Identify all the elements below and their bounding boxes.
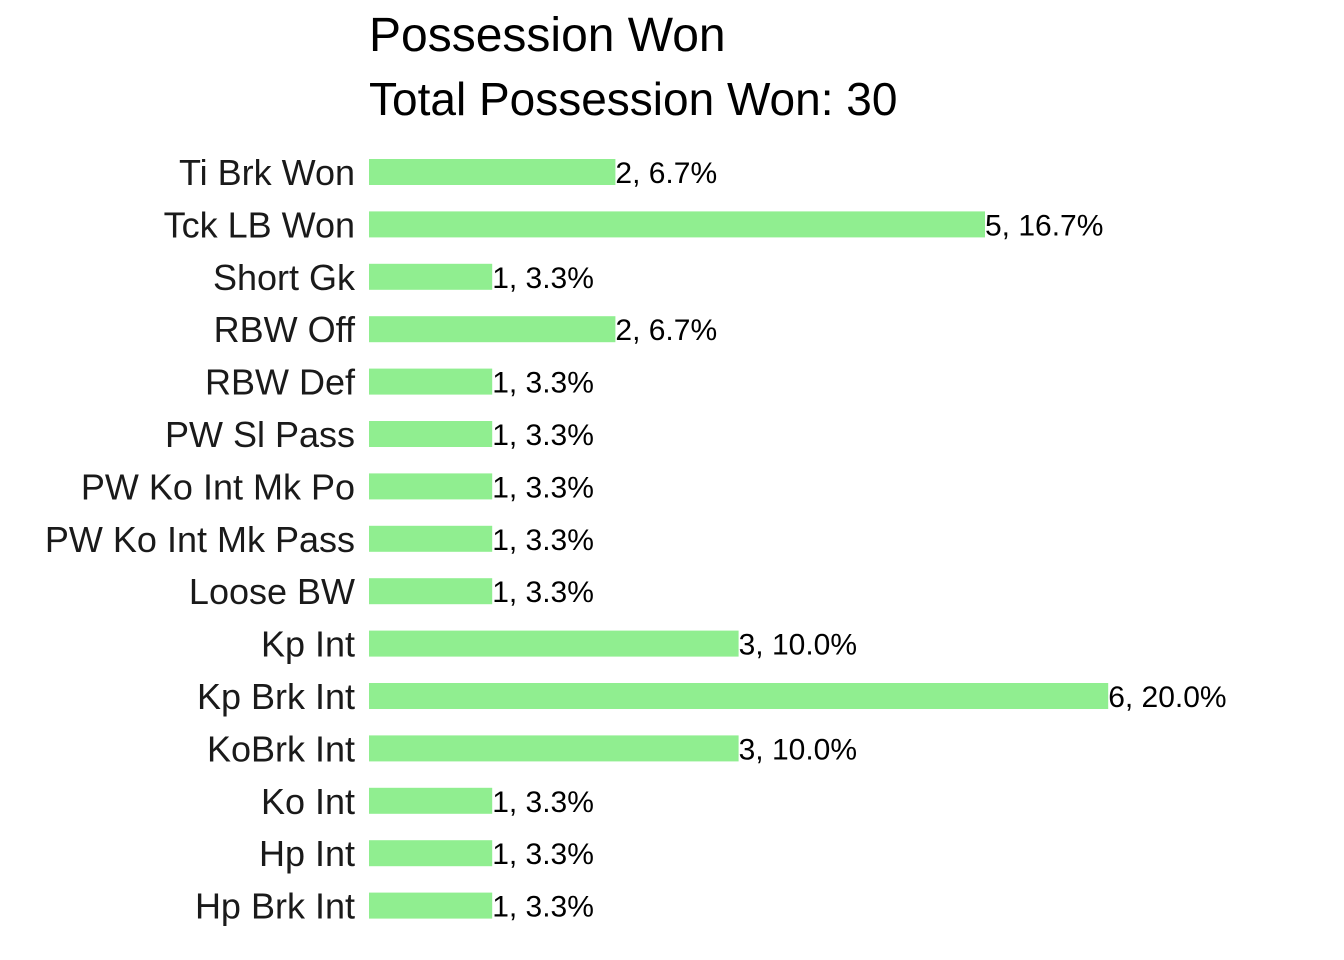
data-label: 2, 6.7%	[615, 157, 717, 190]
data-label: 1, 3.3%	[492, 786, 594, 819]
bar	[369, 421, 493, 447]
data-label: 1, 3.3%	[492, 262, 594, 295]
category-label: Tck LB Won	[164, 204, 355, 245]
category-label: Ti Brk Won	[179, 152, 355, 193]
data-label: 2, 6.7%	[615, 314, 717, 347]
category-label: Hp Int	[259, 833, 355, 874]
bar	[369, 735, 739, 762]
chart-subtitle: Total Possession Won: 30	[369, 73, 898, 125]
bar	[369, 630, 739, 657]
category-label: PW Sl Pass	[165, 414, 355, 455]
bar	[369, 159, 616, 185]
data-label: 5, 16.7%	[985, 209, 1103, 242]
data-label: 1, 3.3%	[492, 471, 594, 504]
bar	[369, 683, 1109, 709]
data-label: 3, 10.0%	[739, 629, 857, 662]
bar	[369, 578, 493, 605]
data-label: 1, 3.3%	[492, 367, 594, 400]
chart-title: Possession Won	[369, 9, 726, 62]
data-label: 1, 3.3%	[492, 576, 594, 609]
category-label: PW Ko Int Mk Pass	[45, 519, 355, 560]
category-label: Short Gk	[213, 257, 356, 298]
data-label: 1, 3.3%	[492, 419, 594, 452]
category-label: KoBrk Int	[207, 728, 355, 769]
category-label: PW Ko Int Mk Po	[81, 466, 355, 507]
category-label: Loose BW	[189, 571, 355, 612]
bar	[369, 316, 616, 343]
category-label: Kp Int	[261, 624, 355, 665]
data-label: 1, 3.3%	[492, 524, 594, 557]
data-label: 1, 3.3%	[492, 891, 594, 924]
data-label: 3, 10.0%	[739, 733, 857, 766]
bar	[369, 787, 493, 814]
bar	[369, 525, 493, 552]
data-label: 1, 3.3%	[492, 838, 594, 871]
bar	[369, 892, 493, 919]
category-label: Hp Brk Int	[195, 886, 355, 927]
category-label: Ko Int	[261, 781, 355, 822]
bar	[369, 211, 985, 238]
category-label: RBW Off	[214, 309, 356, 350]
data-label: 6, 20.0%	[1108, 681, 1226, 714]
bar	[369, 840, 493, 867]
bar	[369, 368, 493, 395]
category-label: RBW Def	[205, 362, 356, 403]
bar	[369, 473, 493, 500]
bar	[369, 263, 493, 290]
category-label: Kp Brk Int	[197, 676, 355, 717]
